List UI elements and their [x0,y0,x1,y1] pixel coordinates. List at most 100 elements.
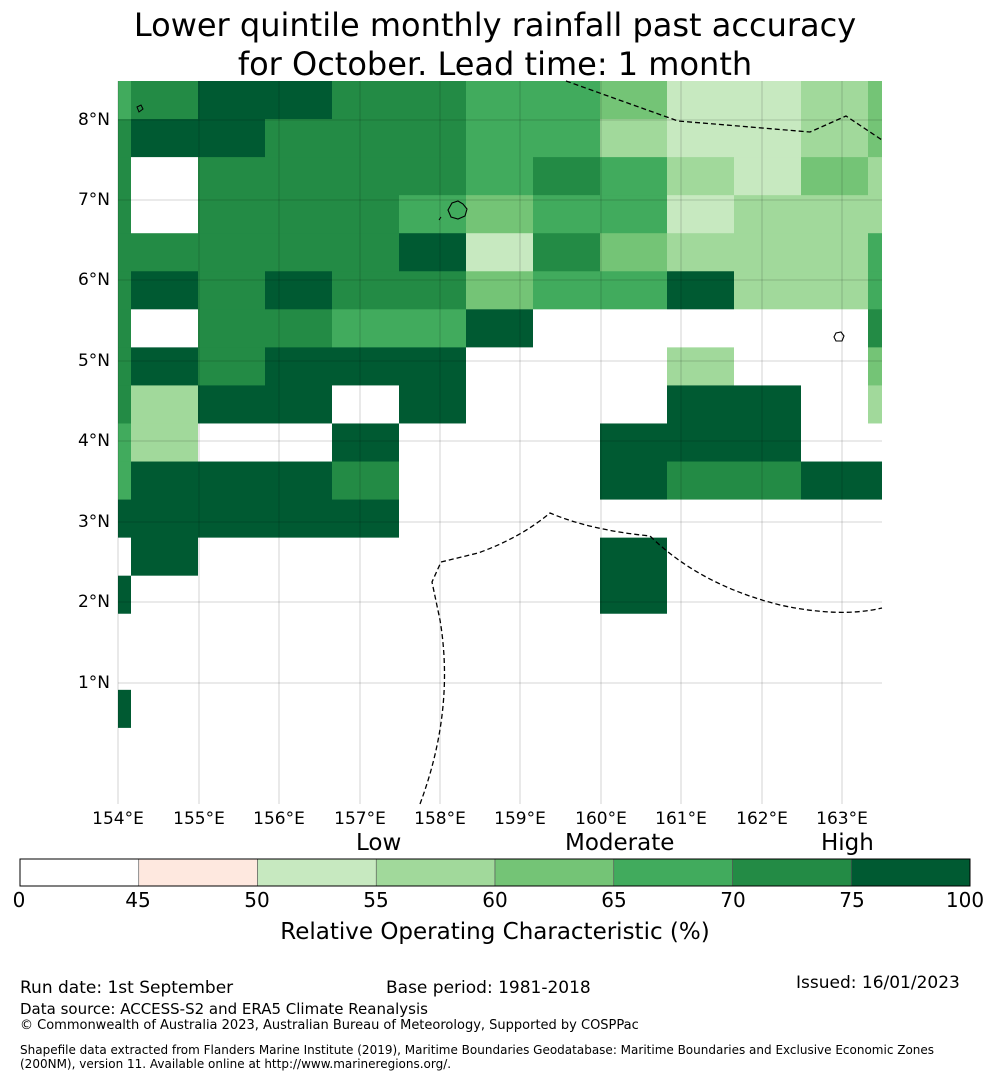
rainfall-accuracy-grid [118,81,882,805]
grid-cell [265,423,332,463]
grid-cell [265,271,332,310]
grid-cell [667,651,734,691]
grid-cell [600,689,667,729]
grid-cell [332,271,399,310]
grid-cell [265,537,332,577]
grid-cell [332,233,399,272]
grid-cell [600,499,667,539]
grid-cell [332,499,399,539]
grid-cell [198,157,265,196]
lat-label: 8°N [77,110,110,130]
grid-cell [332,81,399,120]
lon-label: 158°E [414,809,466,829]
grid-cell [265,613,332,653]
grid-cell [466,271,533,310]
grid-cell [533,575,600,615]
copyright: © Commonwealth of Australia 2023, Austra… [20,1018,639,1033]
grid-cell [801,157,868,196]
grid-cell [667,613,734,653]
grid-cell [118,195,131,234]
lon-label: 156°E [253,809,305,829]
grid-cell [265,385,332,425]
grid-cell [868,689,882,729]
grid-cell [868,423,882,463]
grid-cell [399,81,466,120]
grid-cell [399,157,466,196]
grid-cell [118,613,131,653]
grid-cell [131,81,198,120]
grid-cell [734,613,801,653]
grid-cell [734,727,801,767]
grid-cell [801,119,868,158]
lat-label: 6°N [77,270,110,290]
grid-cell [265,347,332,387]
grid-cell [265,727,332,767]
grid-cell [131,575,198,615]
grid-cell [131,727,198,767]
grid-cell [399,461,466,501]
grid-cell [466,727,533,767]
grid-cell [667,347,734,387]
grid-cell [265,81,332,120]
colorbar-tick: 45 [125,888,151,912]
grid-cell [868,727,882,767]
grid-cell [734,651,801,691]
grid-cell [399,727,466,767]
grid-cell [466,309,533,348]
grid-cell [131,537,198,577]
grid-cell [332,613,399,653]
grid-cell [198,385,265,425]
colorbar-tick: 50 [244,888,270,912]
colorbar-segment [850,858,971,887]
grid-cell [801,385,868,425]
grid-cell [533,119,600,158]
grid-cell [734,119,801,158]
grid-cell [600,537,667,577]
grid-cell [667,195,734,234]
grid-cell [600,157,667,196]
legend-low-label: Low [356,830,402,856]
island-outline [438,216,442,221]
grid-cell [667,423,734,463]
grid-cell [332,347,399,387]
colorbar-segment [375,858,496,887]
grid-cell [734,81,801,120]
colorbar-segment [494,858,615,887]
grid-cell [332,423,399,463]
lon-label: 155°E [173,809,225,829]
grid-cell [399,385,466,425]
grid-cell [466,157,533,196]
grid-cell [332,651,399,691]
grid-cell [131,233,198,272]
colorbar-tick: 70 [720,888,746,912]
colorbar [19,858,971,887]
grid-cell [868,309,882,348]
grid-cell [667,119,734,158]
grid-cell [868,81,882,120]
grid-cell [118,727,131,767]
grid-cell [734,537,801,577]
lat-label: 5°N [77,351,110,371]
grid-cell [600,575,667,615]
eez-boundary-south [419,512,883,805]
grid-cell [600,233,667,272]
grid-cell [667,233,734,272]
grid-cell [118,271,131,310]
colorbar-segment [257,858,377,887]
grid-cell [600,385,667,425]
grid-cell [399,233,466,272]
grid-cell [533,423,600,463]
lon-label: 154°E [92,809,144,829]
grid-cell [734,271,801,310]
grid-cell [868,461,882,501]
lat-label: 7°N [77,190,110,210]
grid-cell [332,385,399,425]
grid-cell [801,195,868,234]
grid-cell [118,233,131,272]
grid-cell [600,271,667,310]
grid-cell [734,157,801,196]
legend-moderate-label: Moderate [565,830,675,856]
grid-cell [600,727,667,767]
grid-cell [801,537,868,577]
lon-label: 159°E [494,809,546,829]
